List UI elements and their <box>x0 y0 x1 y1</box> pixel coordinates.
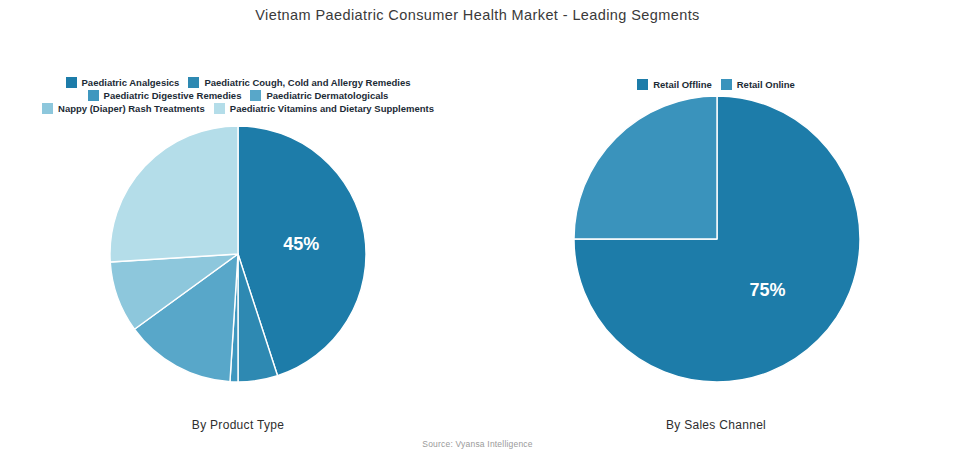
legend-swatch-icon <box>721 79 732 90</box>
legend-item: Paediatric Digestive Remedies <box>88 90 242 101</box>
legend-row: Nappy (Diaper) Rash Treatments Paediatric… <box>42 103 434 114</box>
legend-swatch-icon <box>637 79 648 90</box>
legend-item: Paediatric Analgesics <box>66 77 180 88</box>
legend-item: Retail Online <box>721 79 795 90</box>
legend-swatch-icon <box>88 90 99 101</box>
sales-channel-caption: By Sales Channel <box>477 418 955 432</box>
sales-channel-legend: Retail Offline Retail Online <box>477 79 955 90</box>
product-type-caption: By Product Type <box>0 418 476 432</box>
legend-label: Paediatric Digestive Remedies <box>104 90 242 101</box>
pie-percentage-label: 75% <box>750 280 786 300</box>
legend-swatch-icon <box>250 90 261 101</box>
legend-label: Retail Online <box>737 79 795 90</box>
legend-item: Nappy (Diaper) Rash Treatments <box>42 103 205 114</box>
pie-slice-retail-online <box>574 96 717 239</box>
legend-item: Retail Offline <box>637 79 712 90</box>
sales-channel-pie: 75% <box>572 94 862 384</box>
legend-item: Paediatric Dermatologicals <box>250 90 388 101</box>
legend-label: Paediatric Dermatologicals <box>266 90 388 101</box>
legend-item: Paediatric Cough, Cold and Allergy Remed… <box>188 77 410 88</box>
legend-swatch-icon <box>66 77 77 88</box>
legend-label: Paediatric Analgesics <box>82 77 180 88</box>
legend-label: Paediatric Vitamins and Dietary Suppleme… <box>230 103 434 114</box>
page-title: Vietnam Paediatric Consumer Health Marke… <box>0 7 955 23</box>
source-note: Source: Vyansa Intelligence <box>0 439 955 449</box>
legend-item: Paediatric Vitamins and Dietary Suppleme… <box>214 103 434 114</box>
legend-label: Nappy (Diaper) Rash Treatments <box>58 103 205 114</box>
legend-row: Retail Offline Retail Online <box>637 79 795 90</box>
pie-percentage-label: 45% <box>283 234 319 254</box>
legend-label: Paediatric Cough, Cold and Allergy Remed… <box>204 77 410 88</box>
chart-canvas: Vietnam Paediatric Consumer Health Marke… <box>0 0 955 454</box>
legend-swatch-icon <box>188 77 199 88</box>
product-type-pie: 45% <box>108 124 368 384</box>
legend-swatch-icon <box>214 103 225 114</box>
pie-slice-paediatric-vitamins-and-dietary-supplements <box>110 126 238 262</box>
product-type-legend: Paediatric Analgesics Paediatric Cough, C… <box>0 77 476 114</box>
legend-row: Paediatric Digestive Remedies Paediatric … <box>88 90 389 101</box>
legend-swatch-icon <box>42 103 53 114</box>
legend-label: Retail Offline <box>653 79 712 90</box>
legend-row: Paediatric Analgesics Paediatric Cough, C… <box>66 77 411 88</box>
